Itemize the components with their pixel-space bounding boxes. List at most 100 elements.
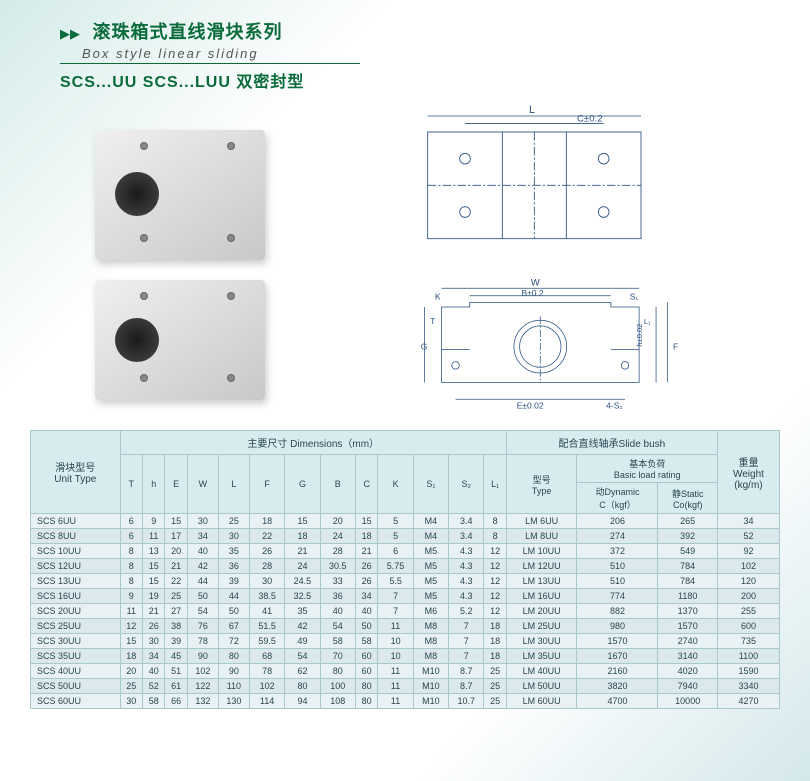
col-S2: S₂ — [449, 455, 484, 514]
table-cell: 60 — [355, 649, 377, 664]
table-cell: M8 — [413, 634, 448, 649]
table-cell: 15 — [285, 514, 320, 529]
table-cell: 78 — [187, 634, 218, 649]
table-row: SCS 60UU305866132130114941088011M1010.72… — [31, 694, 780, 709]
table-cell: 76 — [187, 619, 218, 634]
table-cell: 51 — [165, 664, 187, 679]
table-cell: 255 — [717, 604, 779, 619]
table-cell: LM 10UU — [506, 544, 577, 559]
table-cell: 5.5 — [378, 574, 413, 589]
table-cell: SCS 50UU — [31, 679, 121, 694]
col-weight: 重量Weight(kg/m) — [717, 431, 779, 514]
table-cell: 2160 — [577, 664, 658, 679]
table-cell: M5 — [413, 574, 448, 589]
product-photo-long — [95, 280, 265, 400]
table-cell: 59.5 — [249, 634, 284, 649]
table-cell: 4.3 — [449, 589, 484, 604]
table-cell: SCS 16UU — [31, 589, 121, 604]
table-cell: 372 — [577, 544, 658, 559]
table-cell: M10 — [413, 694, 448, 709]
svg-text:F: F — [673, 341, 678, 351]
table-cell: 11 — [120, 604, 142, 619]
table-row: SCS 25UU122638766751.542545011M8718LM 25… — [31, 619, 780, 634]
table-cell: SCS 13UU — [31, 574, 121, 589]
svg-text:K: K — [435, 292, 441, 302]
table-cell: 25 — [484, 694, 506, 709]
table-cell: 784 — [658, 559, 717, 574]
table-row: SCS 13UU8152244393024.533265.5M54.312LM … — [31, 574, 780, 589]
table-cell: 10000 — [658, 694, 717, 709]
table-cell: 39 — [218, 574, 249, 589]
table-cell: 52 — [717, 529, 779, 544]
table-cell: 122 — [187, 679, 218, 694]
table-cell: 549 — [658, 544, 717, 559]
svg-text:T: T — [430, 316, 435, 326]
table-cell: 4020 — [658, 664, 717, 679]
table-cell: 30 — [143, 634, 165, 649]
table-cell: 38.5 — [249, 589, 284, 604]
svg-text:E±0.02: E±0.02 — [517, 401, 544, 411]
col-static: 静StaticCo(kgf) — [658, 483, 717, 514]
table-cell: 25 — [484, 679, 506, 694]
table-cell: 13 — [143, 544, 165, 559]
table-cell: 54 — [285, 649, 320, 664]
top-view-drawing: L C±0.2 — [340, 100, 750, 260]
table-cell: 36 — [218, 559, 249, 574]
table-cell: 21 — [165, 559, 187, 574]
table-cell: 102 — [717, 559, 779, 574]
table-cell: 882 — [577, 604, 658, 619]
table-cell: 17 — [165, 529, 187, 544]
table-cell: 24 — [320, 529, 355, 544]
table-cell: 27 — [165, 604, 187, 619]
title-english: Box style linear sliding — [82, 46, 782, 61]
table-cell: LM 13UU — [506, 574, 577, 589]
table-cell: 22 — [249, 529, 284, 544]
table-cell: 15 — [143, 574, 165, 589]
col-S1: S₁ — [413, 455, 448, 514]
table-cell: 274 — [577, 529, 658, 544]
table-row: SCS 6UU69153025181520155M43.48LM 6UU2062… — [31, 514, 780, 529]
col-G: G — [285, 455, 320, 514]
table-cell: 2740 — [658, 634, 717, 649]
table-cell: 18 — [285, 529, 320, 544]
table-cell: 67 — [218, 619, 249, 634]
table-cell: 34 — [143, 649, 165, 664]
table-cell: 32.5 — [285, 589, 320, 604]
col-unit-type: 滑块型号Unit Type — [31, 431, 121, 514]
table-row: SCS 16UU91925504438.532.536347M54.312LM … — [31, 589, 780, 604]
table-cell: 40 — [355, 604, 377, 619]
table-cell: 38 — [165, 619, 187, 634]
svg-text:S₁: S₁ — [630, 292, 639, 302]
table-row: SCS 30UU153039787259.549585810M8718LM 30… — [31, 634, 780, 649]
subtitle: SCS...UU SCS...LUU 双密封型 — [60, 68, 782, 92]
table-row: SCS 50UU255261122110102801008011M108.725… — [31, 679, 780, 694]
table-cell: 66 — [165, 694, 187, 709]
table-cell: 6 — [120, 529, 142, 544]
table-cell: 1180 — [658, 589, 717, 604]
table-cell: 102 — [249, 679, 284, 694]
table-cell: 6 — [378, 544, 413, 559]
table-cell: 34 — [355, 589, 377, 604]
table-cell: 18 — [484, 619, 506, 634]
table-cell: 7 — [378, 604, 413, 619]
table-cell: 1570 — [658, 619, 717, 634]
table-cell: LM 6UU — [506, 514, 577, 529]
table-cell: 110 — [218, 679, 249, 694]
table-row: SCS 40UU204051102907862806011M108.725LM … — [31, 664, 780, 679]
table-cell: 62 — [285, 664, 320, 679]
title-divider — [60, 63, 360, 64]
table-cell: M6 — [413, 604, 448, 619]
table-cell: 54 — [187, 604, 218, 619]
table-cell: 24.5 — [285, 574, 320, 589]
table-cell: 20 — [320, 514, 355, 529]
table-cell: 3140 — [658, 649, 717, 664]
table-cell: 30 — [187, 514, 218, 529]
table-cell: 9 — [120, 589, 142, 604]
table-cell: 80 — [320, 664, 355, 679]
table-cell: 5 — [378, 529, 413, 544]
table-cell: 40 — [143, 664, 165, 679]
table-cell: M8 — [413, 619, 448, 634]
table-cell: 11 — [378, 694, 413, 709]
table-cell: 50 — [187, 589, 218, 604]
table-cell: 15 — [355, 514, 377, 529]
